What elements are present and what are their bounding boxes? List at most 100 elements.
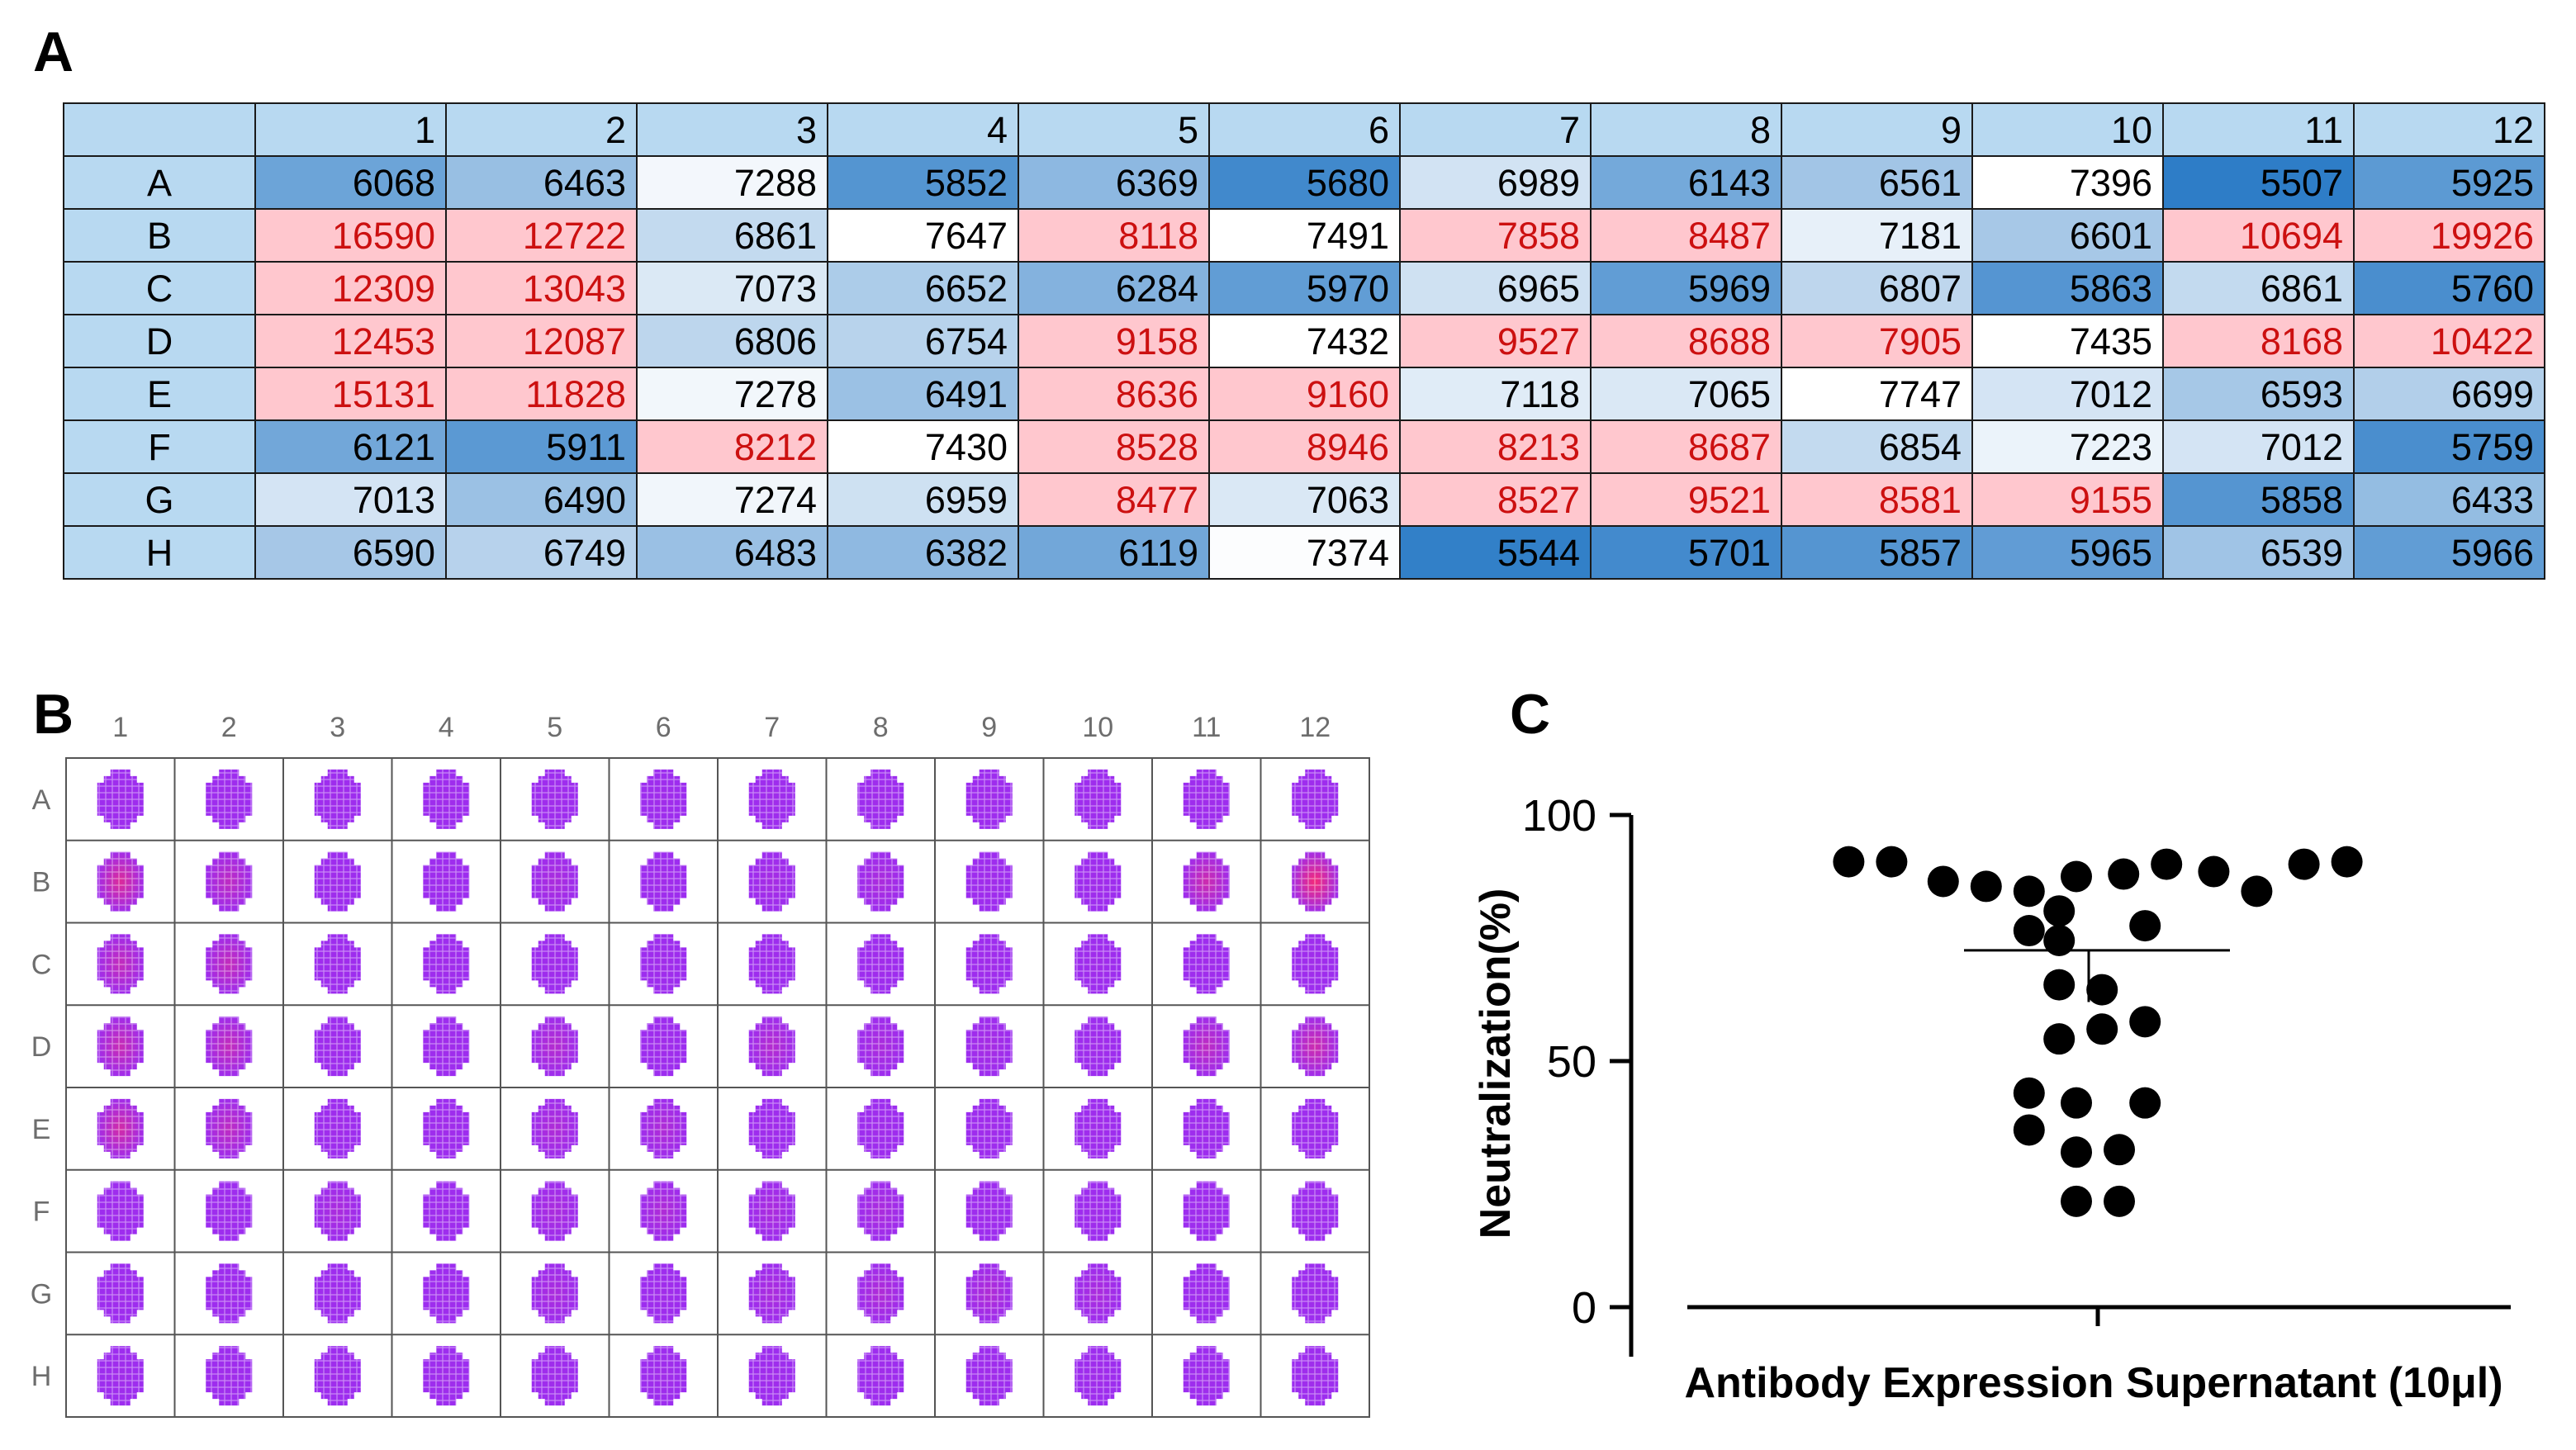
plate-well [531,1181,578,1241]
plate-well [97,1263,144,1324]
plate-well [423,769,470,829]
heatmap-cell: 6965 [1399,261,1592,315]
plate-well [314,769,361,829]
row-header-A: A [63,155,256,210]
heatmap-cell: 7181 [1781,208,1973,263]
heatmap-cell: 6593 [2162,367,2355,421]
data-point [2061,1185,2092,1217]
heatmap-cell: 6483 [636,525,828,580]
heatmap-cell: 6989 [1399,155,1592,210]
column-header-7: 7 [1399,102,1592,157]
plate-well [965,1181,1013,1241]
plate-well [1075,1181,1122,1241]
plate-well [1292,1098,1339,1159]
plate-well [748,934,795,994]
plate-well [97,1346,144,1406]
heatmap-cell: 6068 [254,155,447,210]
heatmap-cell: 8946 [1208,419,1401,474]
y-axis-label: Neutralization(%) [1472,888,1520,1239]
plate-well [206,1016,253,1077]
data-point [2129,910,2161,942]
heatmap-cell: 6959 [827,472,1019,527]
heatmap-cell: 7374 [1208,525,1401,580]
heatmap-cell: 6369 [1018,155,1210,210]
row-header-D: D [63,314,256,368]
data-point [2043,969,2076,1001]
plate-well [1183,1263,1230,1324]
heatmap-cell: 7278 [636,367,828,421]
plate-well [640,1098,687,1159]
plate-well [531,851,578,912]
heatmap-cell: 19926 [2353,208,2545,263]
data-point [2013,915,2045,947]
plate-well [314,1016,361,1077]
plate-well [1183,934,1230,994]
column-header-11: 11 [2162,102,2355,157]
data-point [2288,848,2320,880]
heatmap-cell: 10422 [2353,314,2545,368]
plate-well [640,769,687,829]
heatmap-cell: 6561 [1781,155,1973,210]
plate-well [748,1181,795,1241]
plate-well [1183,1181,1230,1241]
plate-well [206,851,253,912]
y-tick-label: 50 [1547,1037,1596,1087]
plate-column-label: 6 [656,712,671,743]
plate-well [1292,769,1339,829]
plate-well [206,1263,253,1324]
data-point [2241,875,2273,907]
panel-label-a: A [33,21,74,83]
heatmap-cell: 8527 [1399,472,1592,527]
plate-well [857,1263,904,1324]
data-point [1876,846,1908,878]
plate-column-label: 3 [330,712,345,743]
data-point [2108,858,2140,890]
plate-well [1292,934,1339,994]
plate-well [1075,769,1122,829]
column-header-12: 12 [2353,102,2545,157]
heatmap-cell: 7432 [1208,314,1401,368]
heatmap-table: 1 2 3 4 5 6 7 8 9 10 11 12 A 6068 6463 7288 5852 6369 5680… [63,102,2545,580]
heatmap-cell: 6861 [2162,261,2355,315]
plate-well [1075,1346,1122,1406]
panel-label-c: C [1510,683,1551,746]
heatmap-cell: 7065 [1590,367,1782,421]
column-header-2: 2 [445,102,638,157]
column-header-3: 3 [636,102,828,157]
plate-row-label: E [32,1114,51,1145]
plate-well [314,1181,361,1241]
x-axis-label: Antibody Expression Supernatant (10μl) [1684,1359,2502,1407]
plate-well [1183,1346,1230,1406]
heatmap-cell: 7274 [636,472,828,527]
row-header-H: H [63,525,256,580]
column-header-4: 4 [827,102,1019,157]
data-point [2061,860,2092,893]
heatmap-cell: 6699 [2353,367,2545,421]
plate-row-label: C [31,949,52,980]
plate-well [97,769,144,829]
heatmap-cell: 8487 [1590,208,1782,263]
heatmap-cell: 6463 [445,155,638,210]
data-point [2013,875,2045,907]
heatmap-cell: 12087 [445,314,638,368]
plate-well [314,1098,361,1159]
table-row: E 15131 11828 7278 6491 8636 9160 7118 7065 7747 7… [63,367,2545,421]
heatmap-cell: 6807 [1781,261,1973,315]
heatmap-cell: 7013 [254,472,447,527]
data-point [1833,846,1865,878]
heatmap-cell: 6754 [827,314,1019,368]
plate-well [640,1346,687,1406]
heatmap-cell: 6601 [1971,208,2164,263]
plate-row-label: B [32,867,51,898]
heatmap-cell: 12722 [445,208,638,263]
plate-well [531,769,578,829]
plate-well [748,851,795,912]
data-point [2129,1006,2161,1038]
heatmap-cell: 6590 [254,525,447,580]
row-header-F: F [63,419,256,474]
heatmap-cell: 5969 [1590,261,1782,315]
plate-well [965,1346,1013,1406]
row-header-B: B [63,208,256,263]
heatmap-cell: 16590 [254,208,447,263]
